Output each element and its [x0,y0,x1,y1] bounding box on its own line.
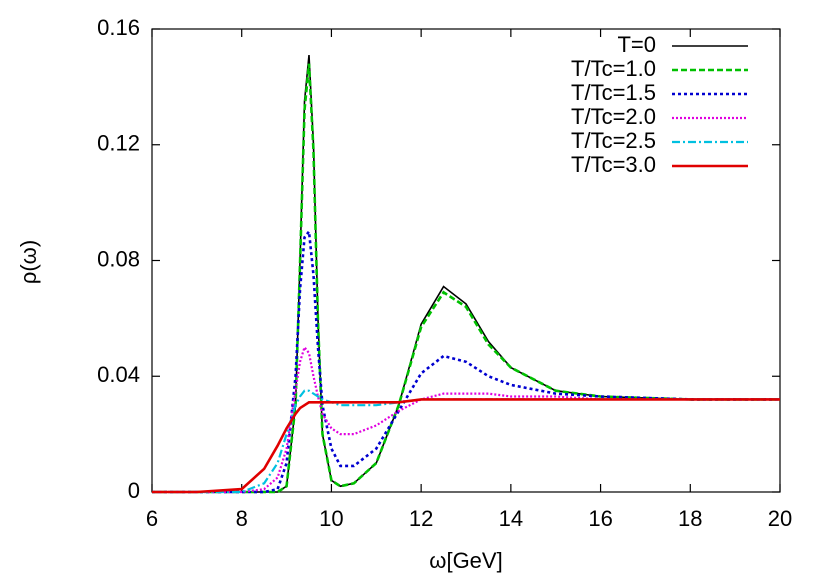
x-tick-label: 20 [768,506,792,531]
series-line [152,389,780,494]
y-axis-label: ρ(ω) [16,240,41,284]
series-line [152,54,780,493]
x-tick-label: 14 [499,506,523,531]
y-tick-label: 0 [128,478,140,503]
x-tick-label: 18 [678,506,702,531]
legend-label: T/Tc=1.0 [571,56,656,81]
x-axis-label: ω[GeV] [429,548,502,573]
x-tick-label: 8 [236,506,248,531]
series-line [152,344,780,494]
y-tick-label: 0.16 [97,15,140,40]
series-line [152,63,780,494]
x-tick-label: 16 [588,506,612,531]
legend-label: T/Tc=2.5 [571,128,656,153]
y-tick-label: 0.12 [97,131,140,156]
y-tick-label: 0.04 [97,362,140,387]
legend-label: T/Tc=1.5 [571,80,656,105]
legend-label: T/Tc=3.0 [571,152,656,177]
x-tick-label: 12 [409,506,433,531]
plot-frame [151,28,781,493]
y-tick-label: 0.08 [97,246,140,271]
legend-label: T/Tc=2.0 [571,104,656,129]
series-line [152,398,780,494]
legend-label: T=0 [617,32,656,57]
x-tick-label: 10 [319,506,343,531]
x-tick-label: 6 [146,506,158,531]
series-line [152,228,780,494]
